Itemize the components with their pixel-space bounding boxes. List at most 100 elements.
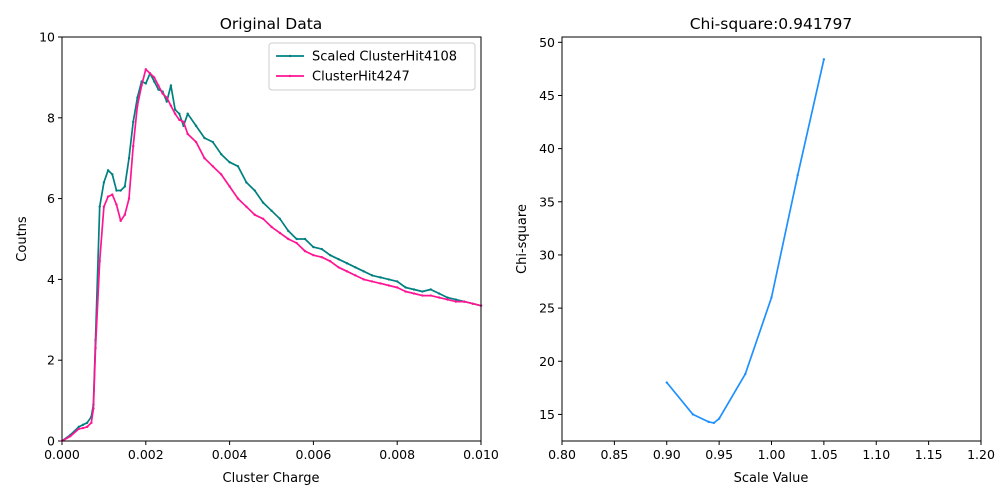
data-point	[471, 302, 474, 305]
data-point	[822, 58, 826, 61]
data-point	[127, 157, 131, 160]
legend: Scaled ClusterHit4108 ClusterHit4247	[268, 42, 476, 91]
axis-ticks: 0.000 0.002 0.004 0.006 0.008 0.010 0 2 4 6 8 10	[39, 30, 499, 463]
x-tick-label: 1.15	[915, 447, 943, 462]
data-point	[320, 247, 323, 251]
data-point	[421, 290, 424, 293]
data-point	[173, 112, 177, 115]
y-tick-label: 35	[539, 194, 555, 209]
data-point	[220, 152, 223, 156]
x-tick-label: 1.05	[810, 447, 838, 462]
x-tick-label: 1.20	[967, 447, 995, 462]
axes-frame	[561, 36, 982, 442]
data-point	[429, 294, 432, 297]
data-point	[211, 165, 215, 168]
data-point	[144, 82, 147, 85]
data-point	[111, 173, 114, 176]
data-point	[354, 274, 357, 277]
data-point	[245, 181, 248, 184]
data-point	[136, 96, 139, 99]
data-point	[717, 417, 721, 420]
data-point	[77, 427, 80, 431]
data-point	[132, 120, 135, 124]
data-point	[379, 282, 382, 285]
data-point	[90, 421, 93, 425]
data-point	[320, 255, 323, 259]
data-point	[169, 84, 173, 87]
data-point	[437, 292, 441, 295]
data-point	[157, 88, 160, 91]
data-point	[665, 381, 668, 384]
data-point	[194, 124, 198, 128]
data-point	[85, 421, 89, 425]
y-tick-label: 45	[539, 88, 555, 103]
y-tick-label: 2	[47, 353, 55, 368]
y-tick-label: 25	[539, 301, 555, 316]
data-point	[106, 169, 110, 172]
data-point	[98, 260, 101, 263]
data-point	[119, 189, 122, 192]
y-tick-label: 6	[47, 191, 55, 206]
data-point	[328, 253, 332, 257]
data-point	[178, 112, 181, 115]
x-axis-label: Scale Value	[734, 471, 809, 486]
legend-label-cluster: ClusterHit4247	[312, 70, 410, 85]
plot-area	[665, 58, 826, 425]
data-point	[412, 292, 416, 295]
data-point	[295, 237, 298, 241]
data-point	[253, 213, 256, 216]
data-point	[148, 72, 152, 75]
data-point	[228, 161, 231, 164]
data-point	[236, 197, 240, 200]
data-point	[127, 197, 131, 200]
y-axis-label: Chi-square	[515, 204, 530, 274]
data-point	[312, 253, 315, 257]
data-point	[186, 132, 189, 136]
data-point	[228, 185, 231, 188]
legend-box	[268, 42, 476, 91]
y-tick-label: 0	[47, 434, 55, 449]
data-point	[152, 76, 156, 79]
data-point	[136, 104, 139, 107]
data-point	[178, 118, 181, 122]
data-point	[220, 173, 223, 176]
data-point	[370, 274, 374, 277]
x-tick-label: 1.10	[862, 447, 890, 462]
data-point	[345, 262, 349, 265]
data-point	[387, 284, 391, 287]
data-point	[152, 80, 156, 83]
data-point	[102, 181, 106, 184]
data-point	[182, 120, 185, 124]
data-point	[744, 372, 747, 376]
data-point	[144, 68, 147, 71]
data-point	[203, 136, 206, 140]
data-point	[345, 270, 349, 273]
y-axis-label: Coutns	[15, 216, 30, 262]
x-tick-label: 0.002	[128, 447, 164, 462]
data-point	[387, 278, 391, 281]
data-point	[261, 217, 265, 220]
data-point	[278, 231, 282, 235]
data-point	[437, 296, 441, 299]
data-point	[236, 165, 240, 168]
data-point	[404, 286, 407, 289]
data-point	[132, 144, 135, 148]
axes-frame	[61, 36, 482, 442]
data-point	[707, 420, 710, 424]
data-point	[261, 201, 265, 204]
data-point	[106, 195, 110, 198]
data-point	[379, 276, 382, 279]
data-point	[161, 92, 164, 95]
data-point	[203, 157, 206, 160]
axis-ticks: 0.80 0.85 0.90 0.95 1.00 1.05 1.10 1.15 1.20 15 20…	[539, 35, 995, 462]
data-point	[421, 294, 424, 297]
data-point	[115, 189, 118, 192]
data-point	[337, 258, 340, 261]
data-point	[123, 213, 127, 216]
x-tick-label: 0.80	[548, 447, 576, 462]
data-point	[328, 260, 332, 263]
data-point	[115, 203, 118, 206]
data-point	[169, 104, 173, 107]
x-tick-label: 0.006	[296, 447, 332, 462]
